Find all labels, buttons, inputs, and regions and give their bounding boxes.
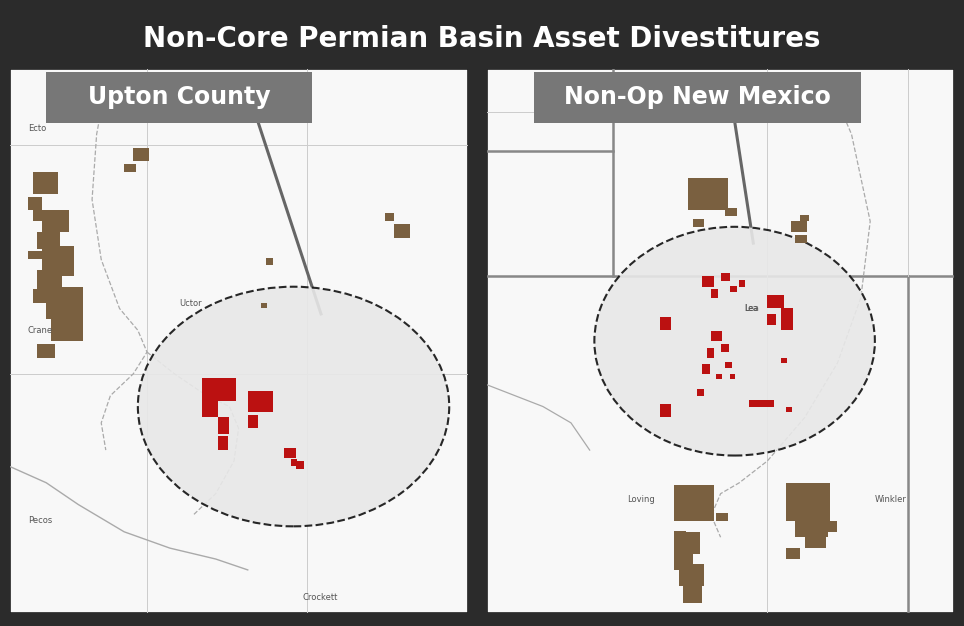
Bar — [711, 289, 718, 297]
Bar — [33, 289, 51, 303]
Text: Crane: Crane — [28, 326, 53, 335]
Bar — [697, 389, 705, 396]
Bar — [721, 344, 729, 352]
Bar — [730, 374, 735, 379]
Bar — [248, 391, 273, 412]
Bar — [37, 344, 56, 357]
Bar — [795, 235, 807, 243]
Bar — [782, 357, 787, 363]
Bar — [805, 532, 826, 548]
Bar — [716, 513, 728, 521]
Bar — [767, 295, 784, 309]
Bar — [33, 172, 58, 194]
Bar — [679, 565, 705, 586]
Bar — [201, 401, 218, 418]
Bar — [739, 280, 745, 287]
Bar — [37, 270, 63, 292]
Bar — [674, 532, 700, 553]
Bar — [659, 317, 672, 331]
Bar — [721, 273, 730, 281]
Bar — [41, 210, 69, 232]
Bar — [790, 222, 807, 232]
Bar — [124, 164, 136, 172]
Bar — [702, 364, 710, 374]
Text: Loving: Loving — [627, 495, 655, 503]
Bar — [823, 521, 838, 532]
Bar — [201, 378, 236, 401]
Text: Lea: Lea — [744, 304, 758, 313]
FancyBboxPatch shape — [46, 71, 311, 123]
Text: Winkler: Winkler — [875, 495, 907, 503]
Ellipse shape — [595, 227, 875, 456]
Bar — [28, 251, 41, 259]
Text: Lea: Lea — [744, 304, 759, 313]
Text: Ecto: Ecto — [28, 125, 46, 133]
Bar — [284, 448, 296, 458]
Text: Upton County: Upton County — [88, 86, 270, 110]
Bar — [674, 486, 713, 521]
Bar — [795, 510, 828, 537]
Ellipse shape — [138, 287, 449, 526]
Bar — [702, 276, 713, 287]
Bar — [688, 203, 692, 208]
Bar — [782, 309, 793, 331]
Bar — [707, 347, 713, 357]
Text: Uctor: Uctor — [179, 299, 201, 307]
Bar — [786, 483, 830, 521]
Bar — [266, 259, 273, 265]
FancyBboxPatch shape — [534, 71, 861, 123]
Text: Crockett: Crockett — [303, 593, 338, 602]
Bar — [248, 414, 257, 428]
Text: Non-Op New Mexico: Non-Op New Mexico — [564, 86, 831, 110]
Bar — [261, 303, 267, 309]
Bar — [51, 319, 83, 341]
Bar — [28, 197, 41, 210]
Bar — [296, 461, 304, 469]
Bar — [730, 285, 736, 292]
Bar — [725, 208, 736, 216]
Bar — [786, 406, 791, 412]
Bar — [394, 224, 411, 238]
Bar — [767, 314, 776, 325]
Text: Non-Core Permian Basin Asset Divestitures: Non-Core Permian Basin Asset Divestiture… — [144, 25, 820, 53]
Bar — [291, 459, 297, 466]
Bar — [218, 418, 229, 434]
Bar — [711, 331, 721, 341]
Bar — [33, 210, 53, 222]
Bar — [133, 148, 149, 162]
Bar — [385, 213, 394, 222]
Bar — [674, 553, 692, 570]
Bar — [46, 287, 83, 319]
Bar — [692, 218, 705, 227]
Bar — [659, 404, 672, 418]
Bar — [749, 400, 774, 406]
Text: Pecos: Pecos — [28, 516, 52, 525]
Bar — [725, 362, 733, 368]
Bar — [218, 436, 228, 450]
Bar — [683, 586, 702, 603]
Bar — [37, 232, 60, 249]
Bar — [674, 531, 685, 537]
Bar — [41, 246, 74, 276]
Bar — [800, 215, 810, 222]
Bar — [786, 548, 800, 559]
Bar — [716, 374, 721, 379]
Bar — [688, 178, 728, 210]
